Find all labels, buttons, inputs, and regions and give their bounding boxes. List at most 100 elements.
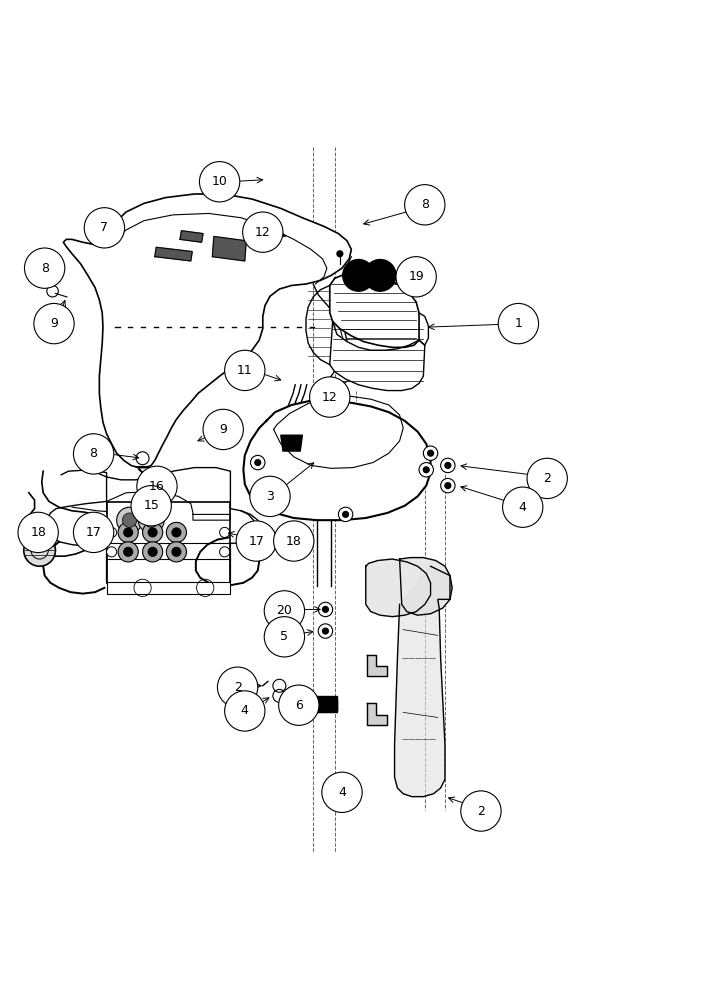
- Circle shape: [73, 512, 114, 553]
- Circle shape: [148, 527, 158, 537]
- Polygon shape: [310, 696, 337, 710]
- Text: 20: 20: [276, 604, 292, 617]
- Polygon shape: [367, 655, 387, 676]
- Text: 11: 11: [237, 364, 253, 377]
- Text: 8: 8: [420, 198, 429, 211]
- Polygon shape: [281, 435, 302, 451]
- Circle shape: [245, 219, 262, 236]
- Circle shape: [107, 527, 117, 537]
- Text: 12: 12: [255, 226, 271, 239]
- Bar: [107, 502, 230, 583]
- Text: 8: 8: [40, 262, 49, 275]
- Circle shape: [225, 691, 265, 731]
- Text: 19: 19: [408, 270, 424, 283]
- Circle shape: [171, 527, 181, 537]
- Circle shape: [117, 507, 143, 533]
- Circle shape: [405, 185, 445, 225]
- Circle shape: [118, 522, 138, 542]
- Circle shape: [34, 303, 74, 344]
- Circle shape: [444, 482, 451, 489]
- Circle shape: [107, 547, 117, 557]
- Polygon shape: [155, 247, 192, 261]
- Circle shape: [144, 513, 158, 527]
- Circle shape: [220, 527, 230, 537]
- Polygon shape: [308, 700, 337, 712]
- Polygon shape: [395, 566, 450, 797]
- Circle shape: [338, 507, 353, 522]
- Text: 4: 4: [241, 704, 248, 717]
- Polygon shape: [243, 401, 431, 520]
- Bar: [107, 582, 230, 594]
- Circle shape: [322, 772, 362, 812]
- Circle shape: [279, 685, 319, 725]
- Circle shape: [250, 476, 290, 517]
- Circle shape: [503, 487, 543, 527]
- Circle shape: [243, 212, 283, 252]
- Circle shape: [18, 512, 58, 553]
- Circle shape: [264, 617, 305, 657]
- Circle shape: [203, 409, 243, 450]
- Circle shape: [123, 547, 133, 557]
- Circle shape: [461, 791, 501, 831]
- Polygon shape: [180, 231, 203, 242]
- Circle shape: [220, 547, 230, 557]
- Polygon shape: [367, 703, 387, 725]
- Circle shape: [396, 257, 436, 297]
- Circle shape: [225, 350, 265, 391]
- Text: 2: 2: [477, 805, 485, 818]
- Text: 2: 2: [234, 681, 241, 694]
- Polygon shape: [366, 559, 431, 617]
- Circle shape: [118, 542, 138, 562]
- Circle shape: [143, 522, 163, 542]
- Circle shape: [322, 627, 329, 635]
- Circle shape: [171, 547, 181, 557]
- Polygon shape: [400, 558, 452, 615]
- Circle shape: [419, 463, 433, 477]
- Text: 8: 8: [89, 447, 98, 460]
- Circle shape: [148, 547, 158, 557]
- Text: 10: 10: [212, 175, 228, 188]
- Circle shape: [217, 667, 258, 707]
- Circle shape: [310, 377, 350, 417]
- Circle shape: [166, 542, 186, 562]
- Text: 12: 12: [322, 391, 338, 404]
- Text: 4: 4: [338, 786, 346, 799]
- Circle shape: [427, 450, 434, 457]
- Text: 17: 17: [248, 535, 264, 548]
- Circle shape: [137, 466, 177, 506]
- Circle shape: [441, 458, 455, 473]
- Circle shape: [254, 459, 261, 466]
- Circle shape: [336, 250, 343, 257]
- Circle shape: [166, 522, 186, 542]
- Circle shape: [264, 591, 305, 631]
- Circle shape: [73, 434, 114, 474]
- Circle shape: [199, 162, 240, 202]
- Circle shape: [123, 527, 133, 537]
- Circle shape: [24, 535, 55, 566]
- Text: 6: 6: [295, 699, 302, 712]
- Circle shape: [84, 208, 125, 248]
- Text: 4: 4: [519, 501, 526, 514]
- Text: 1: 1: [515, 317, 522, 330]
- Polygon shape: [63, 194, 351, 468]
- Text: —————: —————: [402, 736, 436, 742]
- Polygon shape: [47, 468, 261, 583]
- Circle shape: [322, 606, 329, 613]
- Text: 9: 9: [50, 317, 58, 330]
- Circle shape: [441, 478, 455, 493]
- Circle shape: [274, 521, 314, 561]
- Circle shape: [328, 784, 335, 792]
- Polygon shape: [330, 273, 419, 347]
- Polygon shape: [330, 321, 425, 391]
- Circle shape: [423, 446, 438, 460]
- Text: 3: 3: [266, 490, 274, 503]
- Circle shape: [364, 260, 396, 291]
- Circle shape: [138, 507, 164, 533]
- Text: 2: 2: [544, 472, 551, 485]
- Circle shape: [423, 466, 430, 473]
- Circle shape: [236, 521, 276, 561]
- Text: 9: 9: [220, 423, 227, 436]
- Polygon shape: [212, 236, 246, 261]
- Text: —————: —————: [402, 655, 436, 661]
- Circle shape: [24, 248, 65, 288]
